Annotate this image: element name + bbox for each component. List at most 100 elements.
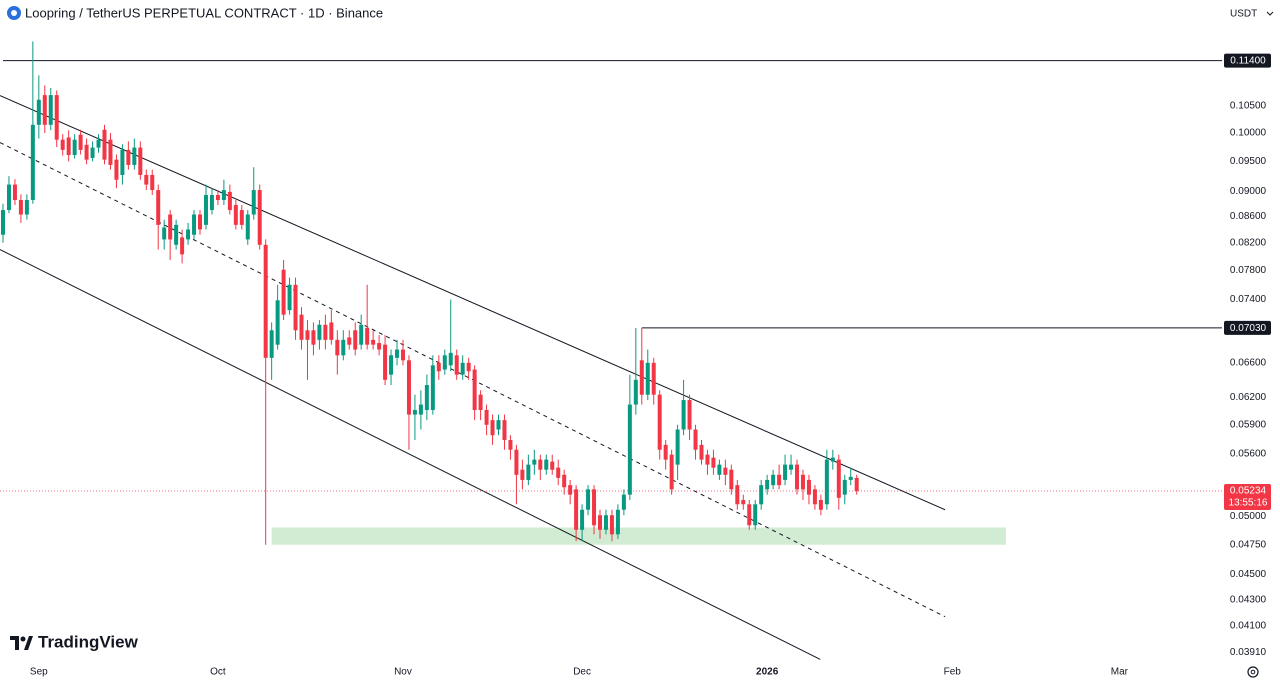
y-tick-label: 0.09000: [1230, 186, 1267, 197]
candle-body: [735, 485, 740, 505]
candle-body: [120, 149, 125, 175]
candle-body: [281, 269, 286, 315]
candle-body: [771, 474, 776, 486]
candle-body: [520, 469, 525, 480]
y-tick-label: 0.10000: [1230, 128, 1267, 139]
candle-body: [1, 210, 5, 235]
y-tick-label: 0.09500: [1230, 156, 1267, 167]
candle-body: [395, 349, 400, 358]
candle-body: [848, 476, 853, 480]
candle-body: [251, 190, 256, 215]
candle-body: [842, 479, 847, 495]
candle-body: [54, 95, 59, 140]
candle-body: [245, 214, 250, 240]
y-tick-label: 0.04100: [1230, 621, 1267, 632]
y-tick-label: 0.10500: [1230, 101, 1267, 112]
candle-body: [747, 504, 752, 526]
candle-body: [132, 147, 137, 165]
x-tick-label: Sep: [30, 667, 48, 678]
candle-body: [383, 344, 388, 380]
candle-body: [442, 355, 447, 370]
candle-body: [341, 339, 346, 356]
candle-body: [400, 349, 405, 361]
candle-body: [275, 300, 280, 345]
candle-body: [353, 330, 358, 350]
brand-logo: [10, 636, 33, 650]
y-tick-label: 0.08200: [1230, 237, 1267, 248]
currency-caret[interactable]: [1266, 11, 1274, 16]
candle-body: [180, 237, 185, 255]
candle-body: [138, 147, 143, 175]
y-tick-label: 0.07800: [1230, 265, 1267, 276]
price-label-box: [1224, 53, 1271, 68]
candle-body: [126, 149, 131, 165]
current-price-box: [1224, 484, 1271, 511]
candle-body: [24, 199, 29, 215]
candle-body: [789, 464, 794, 470]
candle-body: [586, 489, 591, 510]
y-tick-label: 0.07400: [1230, 294, 1267, 305]
candle-body: [269, 330, 274, 358]
y-tick-label: 0.03910: [1230, 647, 1267, 658]
candle-body: [621, 494, 626, 510]
candle-body: [818, 499, 823, 510]
candle-body: [209, 195, 214, 211]
candle-body: [645, 362, 650, 395]
candle-body: [741, 499, 746, 505]
candle-body: [227, 191, 232, 211]
countdown-label: 13:55:16: [1229, 498, 1268, 509]
x-tick-label: Nov: [394, 667, 412, 678]
candle-body: [544, 459, 549, 470]
candle-body: [150, 174, 155, 191]
candle-body: [800, 474, 805, 490]
candle-body: [12, 184, 17, 200]
candle-body: [580, 509, 585, 530]
candle-body: [460, 362, 465, 375]
candle-body: [699, 444, 704, 460]
candle-body: [221, 190, 226, 200]
candle-body: [293, 284, 298, 331]
candle-body: [681, 400, 686, 430]
candle-body: [717, 464, 722, 475]
candle-body: [496, 420, 501, 430]
candle-body: [538, 459, 543, 470]
candle-body: [824, 459, 829, 505]
y-tick-label: 0.04750: [1230, 539, 1267, 550]
candle-body: [418, 404, 423, 415]
candle-body: [484, 410, 489, 425]
candle-body: [550, 461, 555, 470]
candle-body: [102, 129, 107, 160]
brand-name: TradingView: [38, 632, 139, 651]
candle-body: [263, 244, 268, 358]
candle-body: [532, 459, 537, 465]
candle-body: [72, 139, 77, 156]
candle-body: [568, 485, 573, 495]
candle-body: [198, 214, 203, 230]
candle-body: [30, 124, 35, 200]
candle-body: [359, 324, 364, 345]
candle-body: [66, 137, 71, 156]
candle-body: [317, 324, 322, 340]
candle-body: [108, 139, 113, 165]
candle-body: [406, 360, 411, 415]
candle-body: [729, 469, 734, 490]
candle-body: [514, 449, 519, 475]
settings-icon[interactable]: [1247, 666, 1259, 678]
candle-body: [765, 479, 770, 490]
candle-body: [705, 454, 710, 465]
candle-body: [759, 485, 764, 505]
candle-body: [830, 457, 835, 462]
y-tick-label: 0.08600: [1230, 211, 1267, 222]
candle-body: [693, 429, 698, 450]
candle-body: [472, 369, 477, 411]
candle-body: [257, 190, 262, 245]
currency-selector[interactable]: USDT: [1230, 9, 1257, 20]
candle-body: [168, 214, 173, 240]
trend-line: [0, 249, 821, 660]
price-label: 0.11400: [1230, 56, 1266, 67]
candle-body: [156, 190, 161, 225]
candle-body: [287, 284, 292, 311]
candle-body: [48, 95, 53, 125]
candle-body: [36, 99, 41, 125]
